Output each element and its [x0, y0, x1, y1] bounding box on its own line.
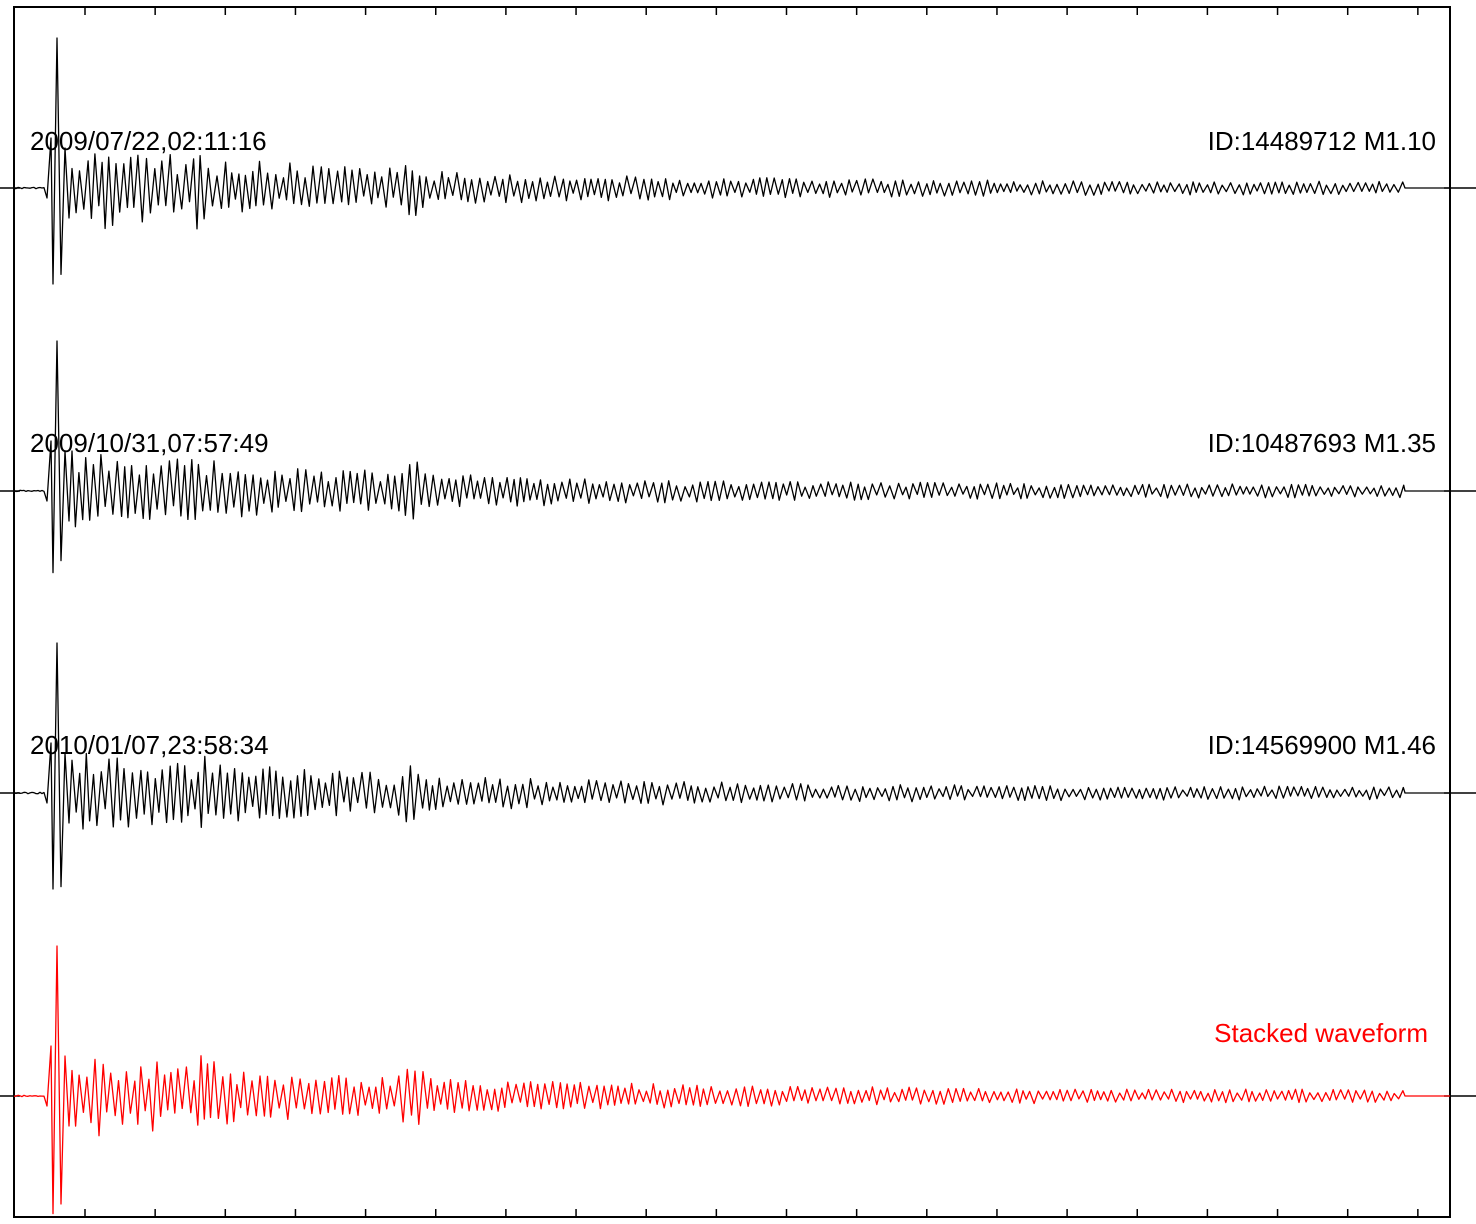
trace-event-label: ID:14569900 M1.46: [1208, 730, 1436, 760]
trace-date-label: 2009/10/31,07:57:49: [30, 428, 269, 458]
trace-date-label: 2010/01/07,23:58:34: [30, 730, 269, 760]
waveform-line: [13, 340, 1450, 574]
waveform-traces: [13, 37, 1450, 1215]
waveform-line: [14, 37, 1450, 285]
stacked-waveform-line: [13, 945, 1450, 1215]
frame-ticks: [0, 7, 1476, 1217]
trace-event-label: ID:10487693 M1.35: [1208, 428, 1436, 458]
trace-date-label: 2009/07/22,02:11:16: [30, 126, 267, 156]
trace-event-label: ID:14489712 M1.10: [1208, 126, 1436, 156]
plot-frame: [13, 6, 1451, 1218]
waveform-line: [13, 642, 1450, 890]
stacked-waveform-label: Stacked waveform: [1214, 1018, 1428, 1048]
